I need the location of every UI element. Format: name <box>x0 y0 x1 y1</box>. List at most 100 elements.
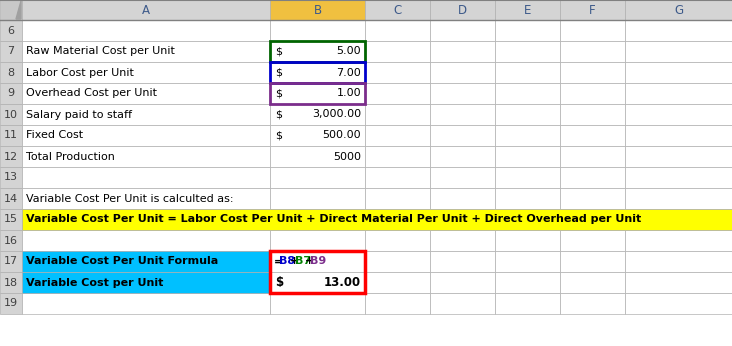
Bar <box>560 188 625 209</box>
Text: B: B <box>313 3 321 17</box>
Bar <box>22 167 270 188</box>
Bar <box>0 167 22 188</box>
Bar <box>22 146 270 167</box>
Bar <box>430 83 495 104</box>
Bar <box>495 62 560 83</box>
Bar <box>430 146 495 167</box>
Text: Labor Cost per Unit: Labor Cost per Unit <box>26 67 134 78</box>
Bar <box>625 41 732 62</box>
Text: $: $ <box>275 67 282 78</box>
Text: 1.00: 1.00 <box>337 89 361 99</box>
Text: $: $ <box>275 89 282 99</box>
Bar <box>365 272 430 293</box>
Bar <box>22 209 732 230</box>
Bar <box>270 62 365 83</box>
Text: Raw Material Cost per Unit: Raw Material Cost per Unit <box>26 46 175 56</box>
Text: 5000: 5000 <box>333 152 361 162</box>
Bar <box>495 20 560 41</box>
Text: $: $ <box>275 130 282 140</box>
Bar <box>22 0 270 20</box>
Text: 12: 12 <box>4 152 18 162</box>
Bar <box>22 125 270 146</box>
Text: $: $ <box>275 276 283 289</box>
Bar <box>0 230 22 251</box>
Bar <box>0 272 22 293</box>
Text: 5.00: 5.00 <box>337 46 361 56</box>
Text: 6: 6 <box>7 26 15 36</box>
Text: B9: B9 <box>310 256 326 266</box>
Bar <box>430 209 495 230</box>
Text: $: $ <box>275 46 282 56</box>
Bar <box>625 209 732 230</box>
Bar <box>560 209 625 230</box>
Text: =: = <box>274 256 283 266</box>
Bar <box>560 62 625 83</box>
Bar <box>0 188 22 209</box>
Text: Variable Cost Per Unit Formula: Variable Cost Per Unit Formula <box>26 256 218 266</box>
Bar <box>22 251 270 272</box>
Text: 500.00: 500.00 <box>322 130 361 140</box>
Bar <box>430 230 495 251</box>
Bar <box>625 167 732 188</box>
Text: Variable Cost per Unit: Variable Cost per Unit <box>26 277 163 288</box>
Bar <box>560 125 625 146</box>
Bar <box>22 230 270 251</box>
Bar <box>430 0 495 20</box>
Text: 19: 19 <box>4 299 18 309</box>
Bar <box>430 293 495 314</box>
Bar <box>495 167 560 188</box>
Bar <box>560 293 625 314</box>
Bar <box>495 41 560 62</box>
Bar <box>365 230 430 251</box>
Bar <box>270 272 365 293</box>
Text: $: $ <box>275 109 282 119</box>
Bar <box>0 0 22 20</box>
Bar <box>270 230 365 251</box>
Bar <box>560 104 625 125</box>
Bar <box>22 272 270 293</box>
Text: 14: 14 <box>4 193 18 203</box>
Text: 7.00: 7.00 <box>336 67 361 78</box>
Bar <box>0 41 22 62</box>
Bar <box>365 146 430 167</box>
Bar <box>495 272 560 293</box>
Text: C: C <box>393 3 402 17</box>
Bar <box>0 293 22 314</box>
Bar <box>22 20 270 41</box>
Bar <box>430 125 495 146</box>
Bar <box>625 251 732 272</box>
Text: Overhead Cost per Unit: Overhead Cost per Unit <box>26 89 157 99</box>
Bar <box>560 167 625 188</box>
Bar <box>22 62 270 83</box>
Bar <box>0 209 22 230</box>
Text: 10: 10 <box>4 109 18 119</box>
Bar <box>22 251 270 272</box>
Bar <box>560 83 625 104</box>
Bar <box>625 293 732 314</box>
Text: 13.00: 13.00 <box>324 276 361 289</box>
Bar <box>430 62 495 83</box>
Text: 18: 18 <box>4 277 18 288</box>
Bar <box>270 188 365 209</box>
Bar <box>560 41 625 62</box>
Bar <box>625 62 732 83</box>
Text: B7: B7 <box>295 256 311 266</box>
Text: 3,000.00: 3,000.00 <box>312 109 361 119</box>
Bar <box>270 125 365 146</box>
Bar <box>430 272 495 293</box>
Bar <box>495 293 560 314</box>
Bar <box>0 125 22 146</box>
Text: +: + <box>305 256 315 266</box>
Bar <box>365 104 430 125</box>
Text: 16: 16 <box>4 236 18 246</box>
Bar <box>365 41 430 62</box>
Text: D: D <box>458 3 467 17</box>
Bar <box>625 20 732 41</box>
Bar <box>0 104 22 125</box>
Bar <box>270 20 365 41</box>
Bar <box>365 188 430 209</box>
Bar <box>270 251 365 293</box>
Bar <box>625 104 732 125</box>
Bar <box>495 230 560 251</box>
Bar <box>495 125 560 146</box>
